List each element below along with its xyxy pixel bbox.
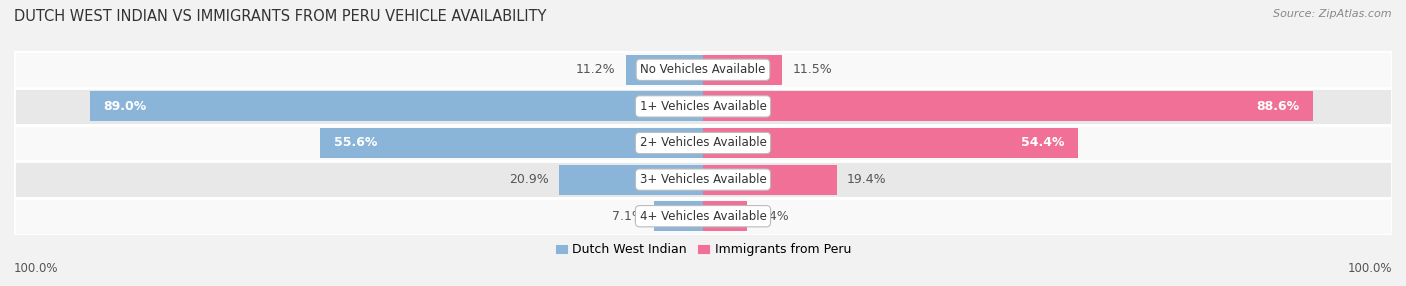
Text: DUTCH WEST INDIAN VS IMMIGRANTS FROM PERU VEHICLE AVAILABILITY: DUTCH WEST INDIAN VS IMMIGRANTS FROM PER… [14,9,547,23]
Text: 54.4%: 54.4% [1021,136,1064,150]
Text: No Vehicles Available: No Vehicles Available [640,63,766,76]
Bar [654,201,703,231]
Bar [560,165,703,194]
Text: 3+ Vehicles Available: 3+ Vehicles Available [640,173,766,186]
Text: 6.4%: 6.4% [758,210,789,223]
Bar [703,128,1078,158]
Text: 100.0%: 100.0% [1347,262,1392,275]
Bar [703,92,1313,121]
Text: 4+ Vehicles Available: 4+ Vehicles Available [640,210,766,223]
Text: 7.1%: 7.1% [612,210,644,223]
Text: 20.9%: 20.9% [509,173,548,186]
Bar [321,128,703,158]
Text: 1+ Vehicles Available: 1+ Vehicles Available [640,100,766,113]
Bar [14,161,1392,198]
Text: 100.0%: 100.0% [14,262,59,275]
Text: 11.2%: 11.2% [576,63,616,76]
Text: 55.6%: 55.6% [333,136,377,150]
Bar [14,88,1392,125]
Text: 89.0%: 89.0% [104,100,146,113]
Bar [14,125,1392,161]
Text: 2+ Vehicles Available: 2+ Vehicles Available [640,136,766,150]
Text: Source: ZipAtlas.com: Source: ZipAtlas.com [1274,9,1392,19]
Legend: Dutch West Indian, Immigrants from Peru: Dutch West Indian, Immigrants from Peru [550,238,856,261]
Bar [703,165,837,194]
Bar [626,55,703,85]
Text: 88.6%: 88.6% [1257,100,1299,113]
Bar [90,92,703,121]
Text: 11.5%: 11.5% [793,63,832,76]
Bar [703,55,782,85]
Bar [14,51,1392,88]
Bar [703,201,747,231]
Bar [14,198,1392,235]
Text: 19.4%: 19.4% [846,173,887,186]
